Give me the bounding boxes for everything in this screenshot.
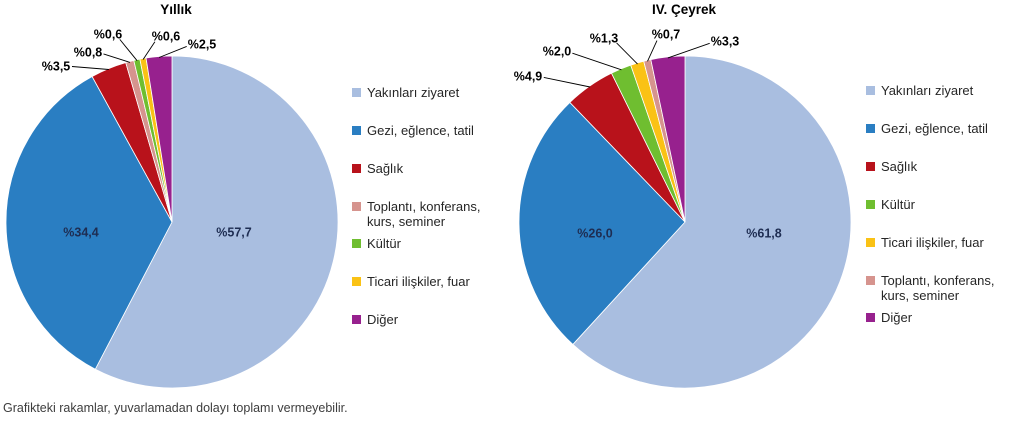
pie-panel-annual: Yıllık %57,7 %34,4 %3,5 %0,8 %0,6 %0,6 %2,5 Ya…	[0, 0, 507, 428]
legend-swatch-icon	[352, 126, 361, 135]
callout-leader-line	[667, 42, 710, 59]
chart-title-quarter4: IV. Çeyrek	[651, 2, 717, 17]
data-label: %3,5	[42, 60, 71, 74]
pie-chart-annual: %57,7 %34,4 %3,5%0,8 %0,6 %0,6 %2,5	[5, 28, 339, 389]
legend-label: Ticari ilişkiler, fuar	[367, 274, 470, 289]
data-label: %2,5	[188, 38, 217, 52]
data-label: %57,7	[216, 226, 251, 240]
pie-slice	[518, 101, 686, 345]
legend-item: Sağlık	[352, 161, 504, 176]
legend-label: Gezi, eğlence, tatil	[367, 123, 474, 138]
pie-slice	[145, 55, 173, 223]
legend-annual: Yakınları ziyaret Gezi, eğlence, tatil Sağ…	[352, 85, 504, 350]
legend-swatch-icon	[352, 88, 361, 97]
data-label: %4,9	[514, 70, 543, 84]
legend-label: Diğer	[881, 310, 913, 325]
data-label: %2,0	[543, 45, 572, 59]
legend-label: Kültür	[367, 236, 401, 251]
data-label: %1,3	[590, 32, 619, 46]
callout-leader-line	[543, 76, 591, 88]
callout-leader-line	[647, 40, 658, 62]
legend-label: Toplantı, konferans, kurs, seminer	[367, 199, 481, 229]
callout-leader-line	[103, 53, 131, 63]
callout-leader-line	[71, 66, 109, 70]
data-label: %26,0	[577, 227, 612, 241]
legend-label: Diğer	[367, 312, 399, 327]
callout-leader-line	[119, 39, 138, 61]
legend-label: Kültür	[881, 197, 915, 212]
legend-item: Yakınları ziyaret	[866, 83, 1015, 98]
legend-item: Diğer	[866, 310, 1015, 325]
legend-swatch-icon	[352, 164, 361, 173]
legend-label: Gezi, eğlence, tatil	[881, 121, 988, 136]
legend-swatch-icon	[352, 315, 361, 324]
legend-swatch-icon	[866, 313, 875, 322]
legend-label: Yakınları ziyaret	[881, 83, 974, 98]
legend-label: Yakınları ziyaret	[367, 85, 460, 100]
legend-item: Kültür	[866, 197, 1015, 212]
pie-slice	[5, 75, 173, 370]
legend-item: Gezi, eğlence, tatil	[352, 123, 504, 138]
pie-slice	[650, 55, 686, 223]
legend-item: Kültür	[352, 236, 504, 251]
legend-item: Toplantı, konferans, kurs, seminer	[352, 199, 504, 229]
legend-swatch-icon	[352, 239, 361, 248]
data-label: %0,7	[652, 28, 681, 42]
legend-item: Ticari ilişkiler, fuar	[866, 235, 1015, 250]
legend-item: Ticari ilişkiler, fuar	[352, 274, 504, 289]
legend-swatch-icon	[352, 202, 361, 211]
chart-title-annual: Yıllık	[160, 2, 192, 17]
legend-label: Ticari ilişkiler, fuar	[881, 235, 984, 250]
pie-chart-quarter4: %61,8 %26,0 %4,9%2,0 %1,3 %0,7 %3,3	[514, 28, 852, 389]
footnote: Grafikteki rakamlar, yuvarlamadan dolayı…	[3, 401, 348, 415]
legend-item: Diğer	[352, 312, 504, 327]
legend-item: Sağlık	[866, 159, 1015, 174]
callout-leader-line	[572, 52, 622, 71]
legend-item: Toplantı, konferans, kurs, seminer	[866, 273, 1015, 303]
legend-swatch-icon	[866, 276, 875, 285]
data-label: %61,8	[746, 227, 781, 241]
legend-swatch-icon	[866, 238, 875, 247]
data-label: %0,8	[74, 46, 103, 60]
legend-swatch-icon	[866, 200, 875, 209]
legend-label: Sağlık	[367, 161, 404, 176]
legend-swatch-icon	[352, 277, 361, 286]
pie-slice	[572, 55, 852, 389]
legend-swatch-icon	[866, 124, 875, 133]
legend-swatch-icon	[866, 86, 875, 95]
data-label: %3,3	[711, 35, 740, 49]
pie-panel-quarter4: IV. Çeyrek %61,8 %26,0 %4,9 %2,0 %1,3 %0,7 %3,…	[508, 0, 1015, 428]
callout-leader-line	[158, 45, 187, 58]
legend-swatch-icon	[866, 162, 875, 171]
data-label: %34,4	[63, 226, 98, 240]
callout-leader-line	[616, 42, 638, 65]
data-label: %0,6	[94, 28, 123, 42]
legend-quarter4: Yakınları ziyaret Gezi, eğlence, tatil Sağ…	[866, 83, 1015, 348]
legend-item: Yakınları ziyaret	[352, 85, 504, 100]
legend-label: Toplantı, konferans, kurs, seminer	[881, 273, 995, 303]
pie-slice	[94, 55, 339, 389]
legend-item: Gezi, eğlence, tatil	[866, 121, 1015, 136]
callout-leader-line	[142, 41, 156, 60]
data-label: %0,6	[152, 30, 181, 44]
legend-label: Sağlık	[881, 159, 918, 174]
